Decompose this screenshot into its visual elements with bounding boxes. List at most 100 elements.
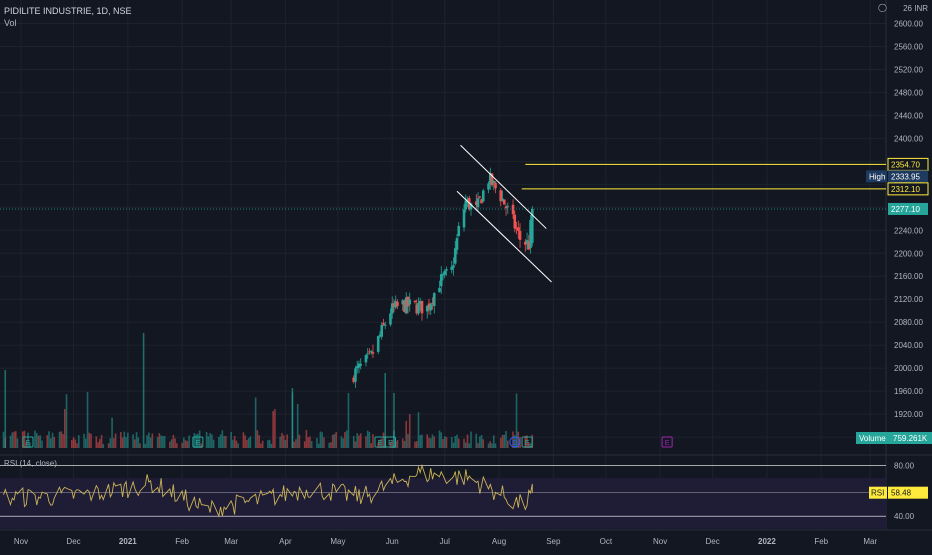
- x-tick-label: Mar: [863, 537, 877, 546]
- x-tick-label: Aug: [492, 537, 506, 546]
- last-price-text: 2277.10: [891, 205, 920, 214]
- candle-body: [413, 300, 417, 303]
- volume-bar: [456, 434, 458, 448]
- volume-bar: [70, 440, 73, 448]
- candle-body: [487, 183, 490, 190]
- candle-body: [488, 173, 492, 184]
- candle-body: [431, 302, 434, 304]
- candle-body: [501, 198, 504, 202]
- volume-bar: [330, 442, 332, 448]
- volume-bar: [457, 438, 460, 448]
- candle-body: [357, 363, 361, 368]
- volume-bar: [482, 439, 485, 448]
- volume-bar: [123, 431, 126, 448]
- earnings-marker: [661, 436, 673, 448]
- candle-body: [457, 225, 461, 236]
- candle-body: [511, 204, 515, 215]
- candle-body: [445, 269, 448, 271]
- volume-bar: [107, 443, 110, 448]
- rsi-current-tag: [888, 486, 928, 499]
- rsi-current-tag-left: [869, 486, 887, 499]
- volume-bar: [48, 431, 50, 448]
- rsi-indicator-label[interactable]: RSI (14, close): [4, 459, 57, 468]
- volume-bar: [223, 436, 225, 448]
- volume-bar: [401, 438, 404, 448]
- volume-bar: [428, 437, 430, 448]
- lock-icon[interactable]: ◯: [878, 3, 887, 12]
- volume-bar: [393, 393, 395, 448]
- x-tick-label: Dec: [706, 537, 720, 546]
- volume-indicator-label[interactable]: Vol: [4, 18, 17, 28]
- volume-bar: [11, 432, 14, 448]
- candle-body: [394, 301, 398, 308]
- currency-label[interactable]: 26 INR: [903, 4, 928, 13]
- rsi-band: [0, 478, 886, 529]
- volume-bar: [137, 437, 140, 448]
- x-tick-label: 2022: [758, 537, 776, 546]
- volume-bar: [335, 431, 337, 448]
- volume-bar: [317, 443, 320, 448]
- volume-bar: [303, 441, 306, 448]
- candle-body: [513, 214, 517, 229]
- volume-bar: [267, 440, 269, 448]
- level-2354-tag: [888, 158, 928, 171]
- volume-bar: [517, 431, 520, 448]
- volume-bar: [347, 392, 350, 448]
- y-tick-label: 2160.00: [894, 272, 923, 281]
- volume-bar: [88, 432, 91, 448]
- candle-body: [502, 199, 506, 205]
- level-2312-tag: [888, 182, 928, 195]
- volume-bar: [120, 431, 122, 448]
- volume-bar: [188, 435, 190, 448]
- volume-bar: [463, 438, 465, 448]
- volume-bar: [354, 441, 357, 448]
- volume-bar: [247, 437, 250, 448]
- volume-bar: [13, 431, 15, 448]
- volume-bar: [527, 442, 530, 448]
- volume-bar: [219, 434, 222, 448]
- volume-bar: [291, 388, 294, 448]
- candle-body: [406, 296, 410, 307]
- x-tick-label: May: [330, 537, 345, 546]
- volume-bar: [35, 433, 38, 448]
- volume-bar: [438, 430, 441, 448]
- volume-bar: [356, 433, 359, 448]
- y-tick-label: 2000.00: [894, 364, 923, 373]
- candle-body: [464, 200, 468, 210]
- candle-body: [389, 313, 392, 325]
- volume-bar: [450, 437, 453, 448]
- volume-bar: [260, 443, 262, 448]
- volume-bar: [396, 440, 399, 448]
- y-tick-label: 2200.00: [894, 249, 923, 258]
- y-tick-label: 2240.00: [894, 226, 923, 235]
- volume-bar: [464, 442, 467, 448]
- high-label-tag: [866, 170, 887, 183]
- candle-body: [452, 265, 455, 268]
- y-tick-label: 2080.00: [894, 318, 923, 327]
- volume-bar: [242, 432, 245, 448]
- volume-bar: [503, 434, 506, 448]
- volume-bar: [186, 441, 189, 448]
- candle-body: [527, 241, 531, 250]
- x-tick-label: 2021: [119, 537, 137, 546]
- chart-settings-icons[interactable]: ◯: [878, 3, 887, 12]
- level-2312-text: 2312.10: [891, 185, 920, 194]
- volume-bar: [14, 431, 17, 448]
- candle-body: [494, 182, 497, 189]
- x-tick-label: Sep: [546, 537, 561, 546]
- rsi-current-text: 58.48: [891, 489, 912, 498]
- ticker-title: PIDILITE INDUSTRIE, 1D, NSE: [4, 6, 132, 16]
- volume-bar: [163, 435, 166, 448]
- volume-bar: [403, 440, 406, 448]
- candle-body: [476, 198, 480, 208]
- x-tick-label: Feb: [814, 537, 828, 546]
- volume-bar: [2, 431, 5, 448]
- volume-bar: [34, 430, 36, 448]
- candle-body: [523, 241, 527, 245]
- x-tick-label: Mar: [224, 537, 238, 546]
- volume-bar: [184, 440, 187, 448]
- volume-bar: [207, 436, 210, 448]
- volume-bar: [352, 436, 355, 448]
